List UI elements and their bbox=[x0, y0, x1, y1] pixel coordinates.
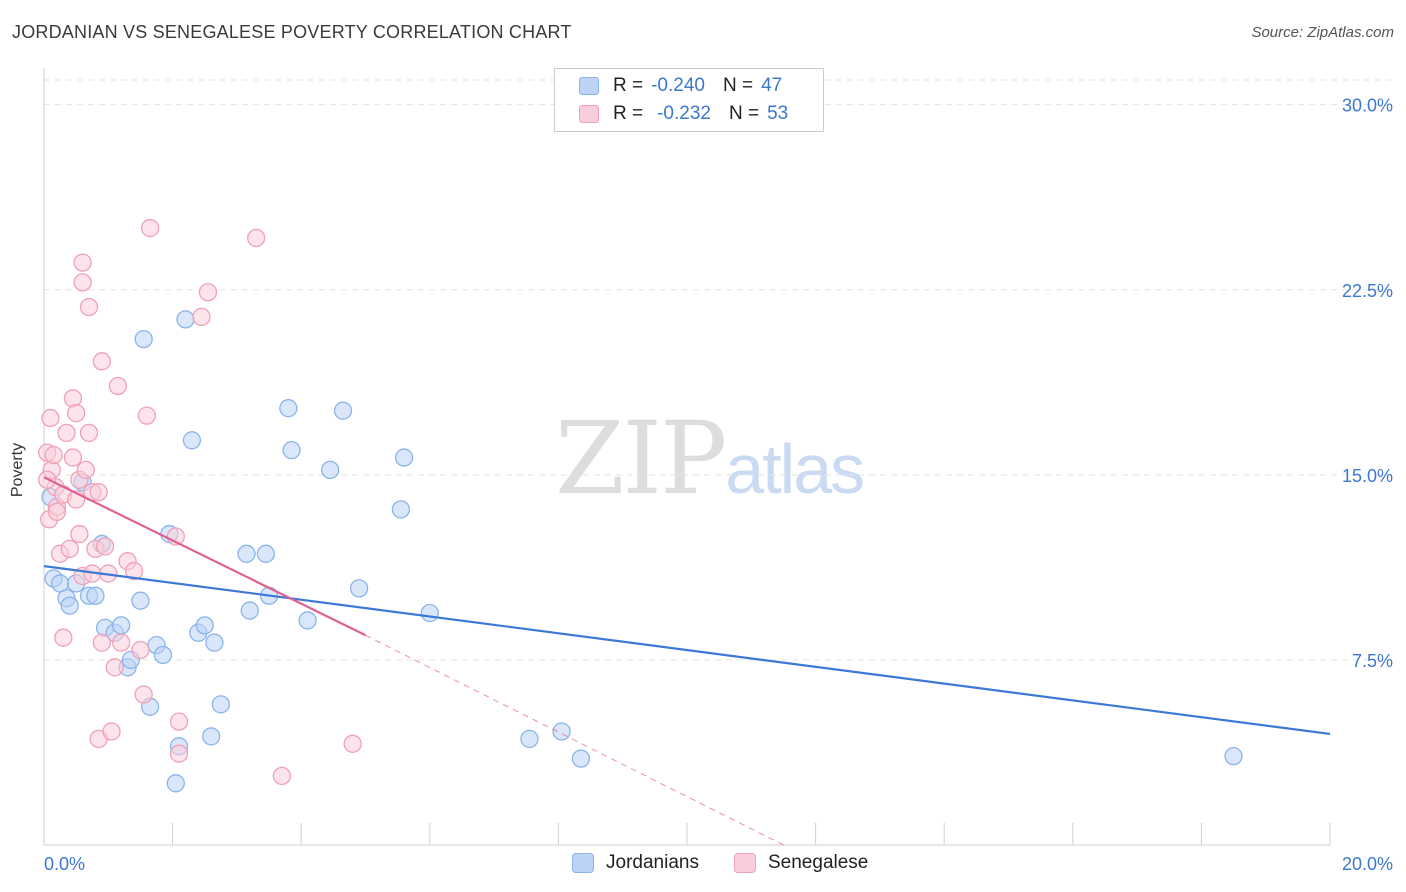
senegalese-point bbox=[247, 228, 266, 248]
senegalese-point bbox=[343, 734, 362, 753]
series-legend: Jordanians Senegalese bbox=[0, 852, 1406, 878]
senegalese-trend-extension bbox=[365, 634, 784, 846]
x-tick-label: 0.0% bbox=[44, 854, 85, 874]
senegalese-point bbox=[169, 744, 189, 763]
senegalese-point bbox=[134, 685, 153, 704]
senegalese-point bbox=[57, 423, 76, 443]
watermark: ZIPatlas bbox=[555, 400, 865, 517]
legend-label-jordanians: Jordanians bbox=[606, 852, 699, 873]
senegalese-point bbox=[41, 408, 60, 428]
jordanian-point bbox=[195, 616, 214, 635]
senegalese-point bbox=[198, 283, 218, 302]
jordanian-point bbox=[1224, 747, 1243, 766]
jordanian-point bbox=[240, 601, 259, 620]
y-tick-label: 22.5% bbox=[1342, 281, 1393, 301]
legend-n-value: 53 bbox=[767, 103, 789, 124]
legend-swatch-jordanians bbox=[572, 853, 594, 873]
jordanian-point bbox=[153, 645, 173, 665]
senegalese-point bbox=[108, 376, 128, 396]
legend-n-label: N = bbox=[728, 103, 760, 124]
senegalese-point bbox=[102, 722, 121, 741]
y-tick-label: 30.0% bbox=[1342, 96, 1393, 116]
legend-swatch-senegalese bbox=[734, 853, 756, 873]
jordanian-point bbox=[176, 310, 195, 329]
legend-swatch-senegalese bbox=[579, 105, 599, 123]
legend-r-value: -0.232 bbox=[657, 103, 711, 124]
legend-r-label: R = bbox=[613, 75, 644, 96]
y-tick-label: 7.5% bbox=[1352, 651, 1393, 671]
watermark-zip: ZIP bbox=[555, 400, 727, 517]
legend-swatch-jordanians bbox=[579, 77, 599, 95]
jordanian-point bbox=[333, 401, 353, 420]
jordanian-point bbox=[520, 729, 539, 749]
senegalese-trend-line bbox=[43, 476, 366, 637]
jordanian-point bbox=[237, 544, 256, 563]
legend-item-senegalese[interactable]: Senegalese bbox=[734, 852, 868, 874]
jordanian-point bbox=[202, 727, 221, 746]
jordanian-point bbox=[131, 591, 150, 610]
senegalese-point bbox=[140, 218, 160, 238]
senegalese-point bbox=[124, 561, 144, 581]
jordanian-point bbox=[112, 616, 131, 635]
senegalese-point bbox=[89, 482, 108, 502]
stats-legend: R = -0.240 N = 47 R = -0.232 N = 53 bbox=[554, 68, 824, 132]
jordanian-point bbox=[552, 722, 571, 741]
x-tick-label: 20.0% bbox=[1342, 854, 1393, 874]
watermark-atlas: atlas bbox=[725, 430, 865, 508]
senegalese-point bbox=[47, 502, 67, 522]
jordanian-point bbox=[86, 586, 105, 605]
legend-r-label: R = bbox=[613, 103, 644, 124]
jordanian-point bbox=[60, 596, 79, 615]
senegalese-point bbox=[60, 539, 79, 559]
jordanian-point bbox=[205, 633, 224, 652]
senegalese-point bbox=[169, 712, 189, 731]
legend-label-senegalese: Senegalese bbox=[768, 852, 869, 873]
senegalese-point bbox=[73, 273, 92, 292]
y-tick-label: 15.0% bbox=[1342, 466, 1393, 486]
senegalese-point bbox=[63, 389, 83, 408]
senegalese-point bbox=[54, 628, 73, 647]
legend-r-value: -0.240 bbox=[651, 75, 705, 96]
jordanian-point bbox=[298, 611, 317, 630]
senegalese-point bbox=[112, 633, 131, 652]
senegalese-point bbox=[67, 403, 86, 423]
jordanian-point bbox=[282, 441, 301, 460]
senegalese-point bbox=[137, 406, 157, 425]
legend-n-label: N = bbox=[722, 75, 754, 96]
senegalese-point bbox=[44, 445, 63, 465]
senegalese-point bbox=[272, 766, 292, 786]
jordanian-point bbox=[420, 603, 439, 623]
chart-title: JORDANIAN VS SENEGALESE POVERTY CORRELAT… bbox=[12, 22, 572, 42]
jordanian-point bbox=[320, 460, 340, 480]
legend-row-senegalese: R = -0.232 N = 53 bbox=[579, 102, 788, 126]
senegalese-point bbox=[92, 633, 112, 652]
legend-row-jordanians: R = -0.240 N = 47 bbox=[579, 74, 782, 98]
senegalese-point bbox=[63, 448, 83, 467]
jordanian-point bbox=[134, 329, 153, 349]
senegalese-point bbox=[73, 253, 92, 272]
senegalese-point bbox=[70, 524, 89, 544]
jordanian-trend-line bbox=[43, 565, 1331, 736]
senegalese-point bbox=[79, 423, 99, 443]
legend-item-jordanians[interactable]: Jordanians bbox=[572, 852, 699, 874]
jordanian-point bbox=[349, 579, 369, 598]
senegalese-point bbox=[131, 640, 150, 660]
jordanian-point bbox=[182, 431, 202, 450]
jordanian-point bbox=[391, 500, 411, 519]
jordanian-point bbox=[394, 448, 414, 467]
senegalese-point bbox=[79, 297, 99, 317]
jordanian-point bbox=[571, 749, 591, 768]
senegalese-point bbox=[92, 352, 112, 371]
senegalese-point bbox=[76, 460, 95, 480]
jordanian-point bbox=[166, 774, 185, 793]
senegalese-point bbox=[105, 658, 124, 677]
senegalese-point bbox=[192, 307, 211, 327]
jordanian-point bbox=[211, 695, 230, 714]
senegalese-point bbox=[95, 537, 115, 556]
legend-n-value: 47 bbox=[761, 75, 783, 96]
jordanian-point bbox=[256, 544, 275, 563]
jordanian-point bbox=[279, 399, 298, 418]
source-label: Source: ZipAtlas.com bbox=[1251, 24, 1394, 41]
